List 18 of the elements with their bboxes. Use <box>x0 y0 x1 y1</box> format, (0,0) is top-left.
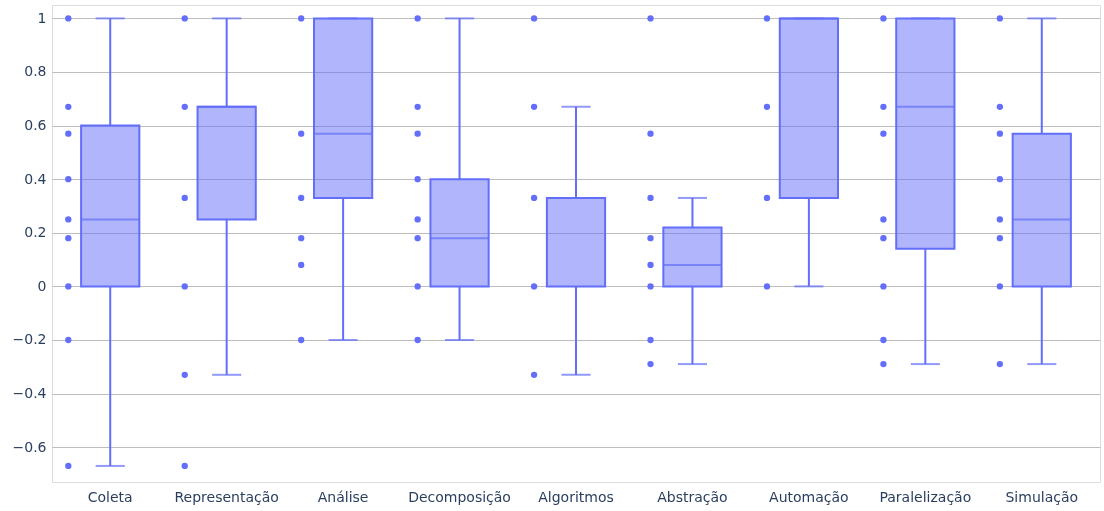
y-tick-label: −0.6 <box>12 438 47 455</box>
x-tick-label: Decomposição <box>408 488 511 505</box>
y-tick-label: 0.2 <box>24 224 47 241</box>
y-tick-label: 0 <box>37 277 47 294</box>
x-tick-label: Representação <box>174 488 279 505</box>
y-tick-label: 0.8 <box>24 63 47 80</box>
y-tick-label: −0.2 <box>12 331 47 348</box>
y-tick-label: 0.6 <box>24 117 47 134</box>
x-tick-label: Abstração <box>657 488 728 505</box>
x-tick-label: Simulação <box>1005 488 1079 505</box>
y-tick-label: 0.4 <box>24 170 47 187</box>
x-tick-label: Automação <box>769 488 849 505</box>
y-tick-label: 1 <box>37 9 47 26</box>
x-tick-label: Algoritmos <box>538 488 614 505</box>
x-tick-label: Paralelização <box>879 488 972 505</box>
x-tick-label: Análise <box>317 488 369 505</box>
y-tick-label: −0.4 <box>12 385 47 402</box>
x-tick-label: Coleta <box>87 488 133 505</box>
